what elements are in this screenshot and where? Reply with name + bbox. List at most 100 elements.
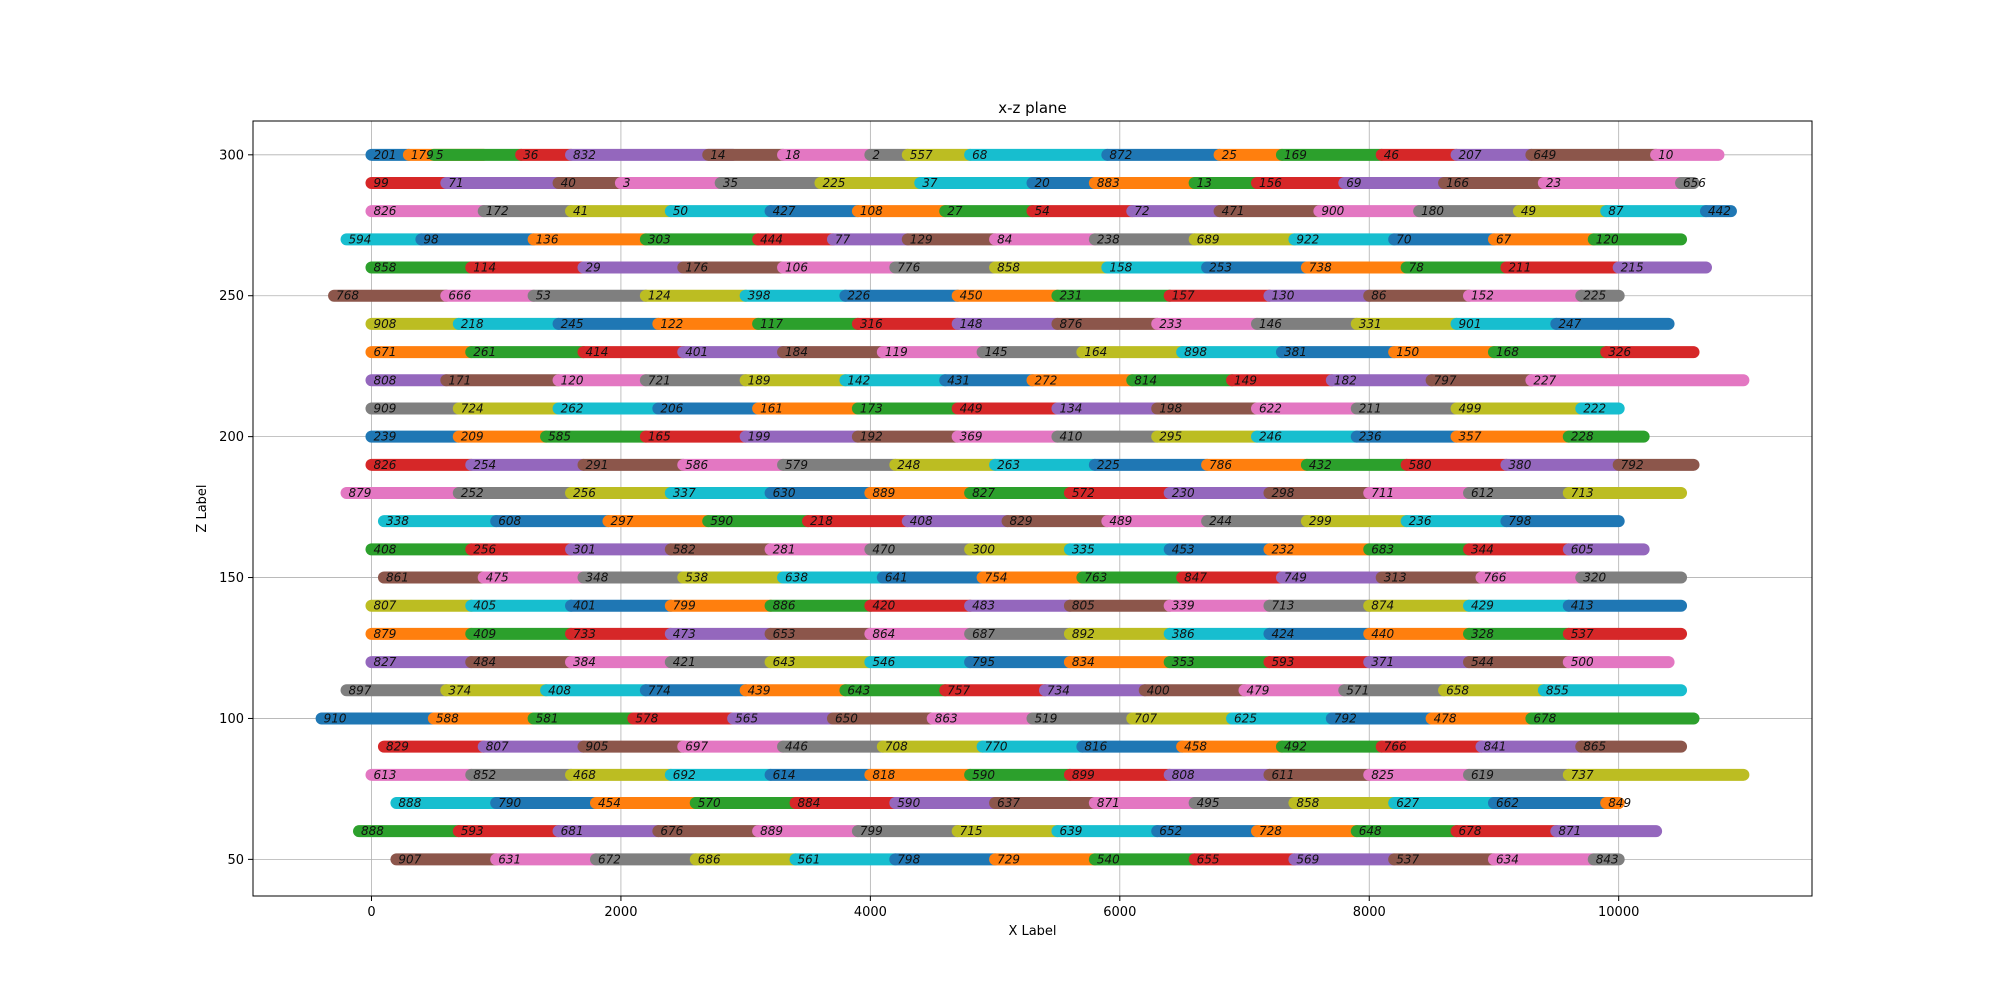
segment-label: 900 bbox=[1321, 204, 1344, 218]
segment-label: 446 bbox=[785, 740, 808, 754]
segment-label: 337 bbox=[673, 486, 696, 500]
segment-label: 858 bbox=[373, 261, 396, 275]
segment-label: 328 bbox=[1471, 627, 1494, 641]
segment-label: 478 bbox=[1434, 711, 1457, 725]
segment-label: 658 bbox=[1446, 683, 1469, 697]
segment-label: 244 bbox=[1209, 514, 1232, 528]
segment-label: 182 bbox=[1334, 373, 1357, 387]
segment-label: 593 bbox=[461, 824, 484, 838]
segment-label: 586 bbox=[685, 458, 708, 472]
segment-label: 35 bbox=[723, 176, 738, 190]
segment-label: 733 bbox=[573, 627, 596, 641]
segment-label: 222 bbox=[1583, 401, 1606, 415]
segment-label: 637 bbox=[997, 796, 1020, 810]
segment-label: 580 bbox=[1409, 458, 1432, 472]
segment-label: 790 bbox=[498, 796, 521, 810]
segment-label: 25 bbox=[1222, 148, 1237, 162]
segment-label: 247 bbox=[1558, 317, 1581, 331]
segment-label: 150 bbox=[1396, 345, 1419, 359]
segment-label: 910 bbox=[324, 711, 347, 725]
segment-label: 797 bbox=[1434, 373, 1457, 387]
segment-label: 639 bbox=[1059, 824, 1082, 838]
segment-label: 424 bbox=[1271, 627, 1294, 641]
segment-label: 5 bbox=[436, 148, 444, 162]
segment-label: 581 bbox=[536, 711, 559, 725]
segment-label: 499 bbox=[1459, 401, 1482, 415]
segment-label: 807 bbox=[373, 599, 396, 613]
segment-label: 889 bbox=[760, 824, 783, 838]
segment-label: 236 bbox=[1359, 430, 1382, 444]
segment-label: 173 bbox=[860, 401, 883, 415]
segment-label: 261 bbox=[473, 345, 496, 359]
segment-label: 431 bbox=[947, 373, 970, 387]
segment-label: 199 bbox=[748, 430, 771, 444]
segment-label: 889 bbox=[872, 486, 895, 500]
segment-label: 316 bbox=[860, 317, 883, 331]
segment-label: 262 bbox=[561, 401, 584, 415]
segment-label: 707 bbox=[1134, 711, 1157, 725]
segment-label: 763 bbox=[1084, 571, 1107, 585]
segment-label: 808 bbox=[373, 373, 396, 387]
segment-label: 49 bbox=[1521, 204, 1536, 218]
segment-label: 414 bbox=[586, 345, 609, 359]
segment-label: 40 bbox=[561, 176, 577, 190]
segment-label: 798 bbox=[1508, 514, 1531, 528]
segment-label: 683 bbox=[1371, 542, 1394, 556]
segment-label: 605 bbox=[1571, 542, 1594, 556]
segment-label: 119 bbox=[885, 345, 908, 359]
segment-label: 253 bbox=[1209, 261, 1232, 275]
segment-label: 13 bbox=[1197, 176, 1212, 190]
y-tick-label: 150 bbox=[219, 571, 244, 586]
segment-label: 409 bbox=[473, 627, 496, 641]
segment-label: 78 bbox=[1409, 261, 1425, 275]
segment-label: 299 bbox=[1309, 514, 1332, 528]
x-tick-label: 2000 bbox=[604, 905, 637, 920]
segment-label: 619 bbox=[1471, 768, 1494, 782]
segment-label: 766 bbox=[1384, 740, 1407, 754]
segment-label: 826 bbox=[373, 204, 396, 218]
segment-label: 386 bbox=[1172, 627, 1195, 641]
segment-label: 593 bbox=[1271, 655, 1294, 669]
segment-label: 475 bbox=[486, 571, 509, 585]
segment-label: 471 bbox=[1222, 204, 1245, 218]
segment-label: 420 bbox=[872, 599, 895, 613]
segment-label: 238 bbox=[1097, 232, 1120, 246]
segment-label: 353 bbox=[1172, 655, 1195, 669]
segment-label: 281 bbox=[773, 542, 796, 556]
segment-label: 166 bbox=[1446, 176, 1469, 190]
segment-label: 77 bbox=[835, 232, 851, 246]
segment-label: 71 bbox=[448, 176, 463, 190]
segment-label: 816 bbox=[1084, 740, 1107, 754]
segment-label: 672 bbox=[598, 852, 621, 866]
segment-label: 827 bbox=[373, 655, 396, 669]
segment-label: 495 bbox=[1197, 796, 1220, 810]
segment-label: 450 bbox=[960, 289, 983, 303]
segment-label: 53 bbox=[536, 289, 551, 303]
segment-label: 146 bbox=[1259, 317, 1282, 331]
segment-label: 874 bbox=[1371, 599, 1394, 613]
segment-label: 228 bbox=[1571, 430, 1594, 444]
segment-label: 565 bbox=[735, 711, 758, 725]
segment-label: 192 bbox=[860, 430, 883, 444]
segment-label: 189 bbox=[748, 373, 771, 387]
segment-label: 922 bbox=[1296, 232, 1319, 246]
segment-label: 297 bbox=[610, 514, 633, 528]
segment-label: 41 bbox=[573, 204, 588, 218]
segment-label: 246 bbox=[1259, 430, 1282, 444]
segment-label: 479 bbox=[1247, 683, 1270, 697]
segment-label: 36 bbox=[523, 148, 539, 162]
segment-label: 754 bbox=[985, 571, 1008, 585]
segment-label: 256 bbox=[473, 542, 496, 556]
segment-label: 421 bbox=[673, 655, 696, 669]
segment-label: 588 bbox=[436, 711, 459, 725]
segment-label: 689 bbox=[1197, 232, 1220, 246]
segment-label: 697 bbox=[685, 740, 708, 754]
segment-label: 252 bbox=[461, 486, 484, 500]
segment-label: 641 bbox=[885, 571, 908, 585]
segment-label: 537 bbox=[1396, 852, 1419, 866]
segment-label: 738 bbox=[1309, 261, 1332, 275]
segment-label: 427 bbox=[773, 204, 796, 218]
segment-label: 786 bbox=[1209, 458, 1232, 472]
segment-label: 320 bbox=[1583, 571, 1606, 585]
segment-label: 546 bbox=[872, 655, 895, 669]
